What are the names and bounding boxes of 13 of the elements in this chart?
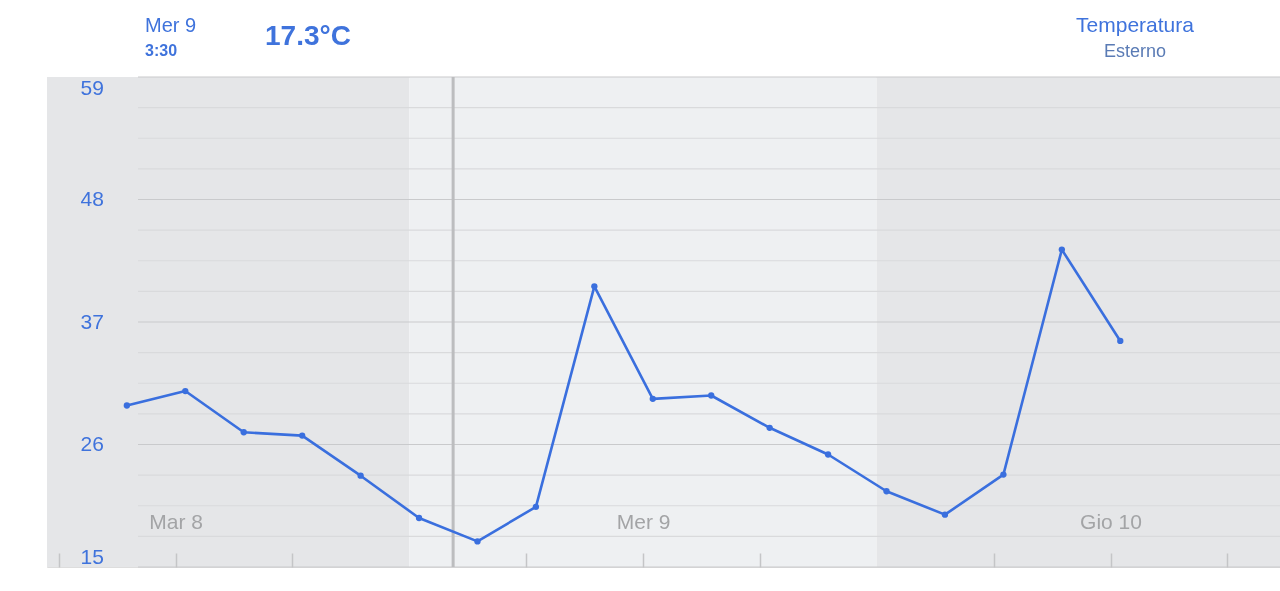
x-tick-label: Mer 9 <box>616 509 671 533</box>
chart-subtitle: Esterno <box>1103 41 1167 61</box>
text: 3:30 <box>145 42 178 59</box>
y-tick-label: 37 <box>80 309 104 333</box>
x-tick-label: Mar 8 <box>149 509 203 533</box>
y-tick-label: 26 <box>80 432 104 455</box>
y-tick-label: 59 <box>80 75 104 99</box>
x-tick-label: Gio 10 <box>1080 509 1142 533</box>
y-tick-label: 15 <box>80 544 104 568</box>
chart-title: Temperatura <box>1076 13 1195 36</box>
text: Mer 9 <box>145 14 197 36</box>
y-tick-label: 48 <box>80 187 104 210</box>
text: 17.3°C <box>265 20 351 51</box>
